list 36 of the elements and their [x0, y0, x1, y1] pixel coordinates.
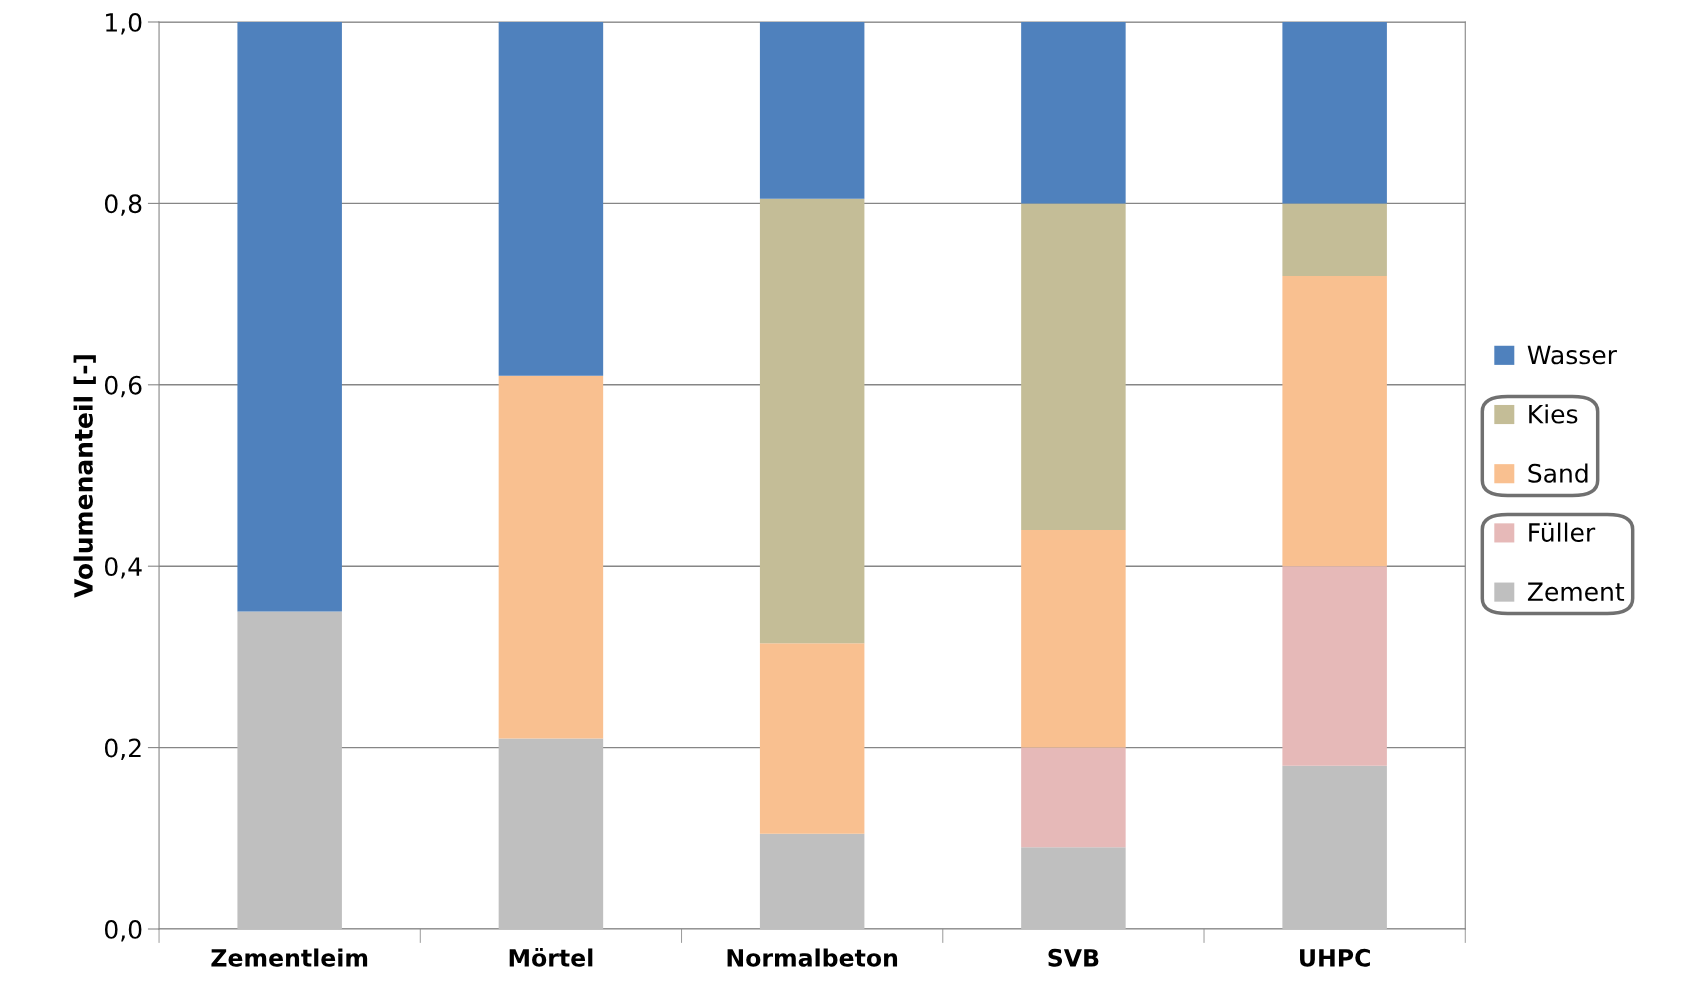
bar [1021, 747, 1126, 848]
legend-label: Zement [1527, 582, 1625, 602]
x-tick-label: Normalbeton [727, 948, 898, 967]
bar [237, 22, 342, 612]
bar [759, 198, 865, 644]
y-tick-label: 0,6 [104, 375, 142, 398]
x-tick-label: UHPC [1300, 948, 1370, 967]
bar [1021, 529, 1126, 748]
x-tick-label: Zementleim [211, 948, 368, 967]
bar [1282, 22, 1387, 204]
y-tick-label: 0,4 [104, 557, 142, 579]
bar [498, 738, 604, 929]
bar [498, 375, 604, 739]
legend-label: Füller [1529, 522, 1596, 542]
bar [1021, 203, 1126, 530]
x-tick-label: Mörtel [509, 948, 593, 967]
legend-label: Wasser [1527, 345, 1617, 365]
legend-label: Kies [1529, 404, 1578, 424]
bar [759, 643, 865, 834]
bar [1282, 566, 1387, 766]
bar [1021, 22, 1126, 204]
bar [759, 833, 865, 929]
y-tick-label: 0,2 [104, 738, 141, 760]
bar [1282, 203, 1387, 276]
bar [759, 22, 865, 199]
bar [237, 611, 342, 929]
bar [1282, 765, 1387, 929]
bar [1282, 275, 1387, 567]
y-axis-title: Volumenanteil [-] [73, 355, 96, 598]
bar [498, 22, 604, 376]
legend-label: Sand [1528, 463, 1588, 483]
y-tick-label: 0,0 [104, 919, 142, 942]
bar [1021, 847, 1126, 929]
y-tick-label: 1,0 [106, 12, 142, 35]
x-tick-label: SVB [1048, 948, 1099, 967]
y-tick-label: 0,8 [104, 194, 142, 216]
